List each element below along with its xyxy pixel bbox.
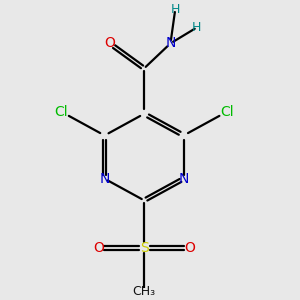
Text: N: N — [165, 36, 176, 50]
Text: H: H — [192, 21, 202, 34]
Text: Cl: Cl — [54, 105, 68, 118]
Text: N: N — [178, 172, 189, 186]
Text: O: O — [93, 241, 104, 255]
Text: S: S — [140, 241, 148, 255]
Text: O: O — [184, 241, 195, 255]
Text: CH₃: CH₃ — [133, 285, 156, 298]
Text: H: H — [171, 3, 180, 16]
Text: N: N — [99, 172, 110, 186]
Text: Cl: Cl — [220, 105, 234, 118]
Text: O: O — [104, 36, 115, 50]
